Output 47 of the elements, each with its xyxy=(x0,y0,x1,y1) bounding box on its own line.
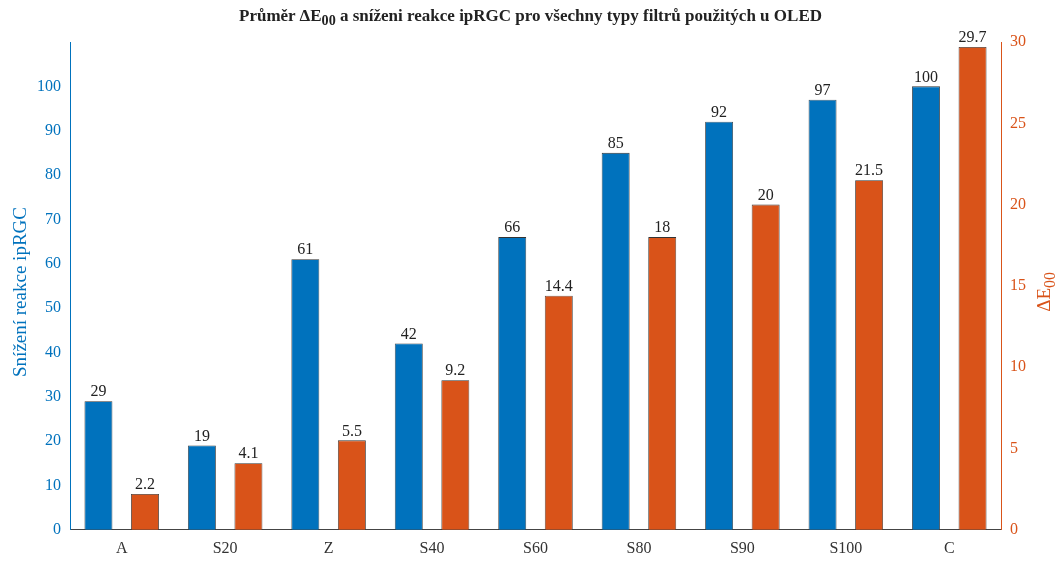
data-label: 66 xyxy=(504,218,521,236)
data-label: 5.5 xyxy=(341,421,362,439)
y-tick-label: 30 xyxy=(45,386,61,404)
y2-tick-label: 0 xyxy=(1010,520,1018,537)
data-label: 85 xyxy=(607,134,624,152)
data-label: 9.2 xyxy=(445,361,466,379)
chart-title: Průměr ΔE$_{00}$ a sníženi reakce ipRGC pro všechny typy filtrů použitých u OLED xyxy=(238,6,823,30)
data-label: 2.2 xyxy=(135,475,155,493)
y-tick-label: 40 xyxy=(45,342,61,360)
y-tick-label: 80 xyxy=(45,165,61,183)
data-label: 19 xyxy=(193,426,210,444)
data-label: 21.5 xyxy=(855,161,884,179)
y2-tick-label: 5 xyxy=(1010,438,1018,456)
x-tick-label: S80 xyxy=(626,538,652,556)
y-tick-label: 10 xyxy=(45,475,61,493)
data-label: 97 xyxy=(814,80,831,98)
x-tick-label: Z xyxy=(323,538,334,556)
data-label: 29 xyxy=(90,382,107,400)
y2-tick-label: 30 xyxy=(1010,32,1026,50)
x-tick-label: S100 xyxy=(829,538,863,556)
data-label: 29.7 xyxy=(958,28,987,46)
y-tick-label: 60 xyxy=(45,253,61,271)
data-label: 4.1 xyxy=(238,444,259,462)
y-tick-label: 20 xyxy=(45,431,61,449)
y-tick-label: 100 xyxy=(37,76,61,94)
y-tick-label: 90 xyxy=(45,120,61,138)
data-label: 100 xyxy=(914,67,938,85)
y2-tick-label: 20 xyxy=(1010,194,1026,212)
data-label: 61 xyxy=(297,240,314,258)
y-tick-label: 50 xyxy=(45,298,61,316)
data-label: 14.4 xyxy=(544,276,573,294)
y-axis-title: Snížení reakce ipRGC xyxy=(9,207,31,377)
data-label: 18 xyxy=(654,218,671,236)
data-label: 92 xyxy=(711,103,728,121)
x-tick-label: S40 xyxy=(419,538,445,556)
data-label: 42 xyxy=(400,324,417,342)
y-tick-label: 0 xyxy=(53,520,61,537)
x-tick-label: S60 xyxy=(523,538,548,556)
y2-tick-label: 15 xyxy=(1010,276,1026,294)
x-tick-label: A xyxy=(115,538,128,556)
x-tick-label: S90 xyxy=(729,538,755,556)
y2-tick-label: 25 xyxy=(1010,113,1026,131)
x-tick-label: C xyxy=(943,538,955,556)
data-label: 20 xyxy=(757,185,774,203)
x-tick-label: S20 xyxy=(212,538,238,556)
y2-tick-label: 10 xyxy=(1010,357,1026,375)
y-tick-label: 70 xyxy=(45,209,61,227)
